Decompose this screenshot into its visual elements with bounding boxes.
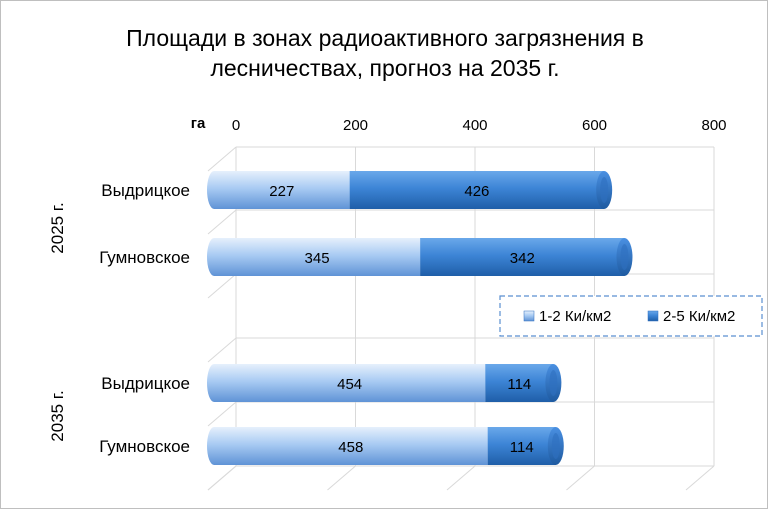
bar-segment bbox=[214, 427, 488, 465]
bar-end-cap-inner bbox=[600, 177, 609, 203]
bar-segment bbox=[485, 364, 554, 402]
bar-segment bbox=[420, 238, 625, 276]
bar-segment bbox=[214, 171, 350, 209]
bar-start-cap bbox=[207, 364, 221, 402]
grid-floor-edge bbox=[566, 465, 595, 491]
bar-segment bbox=[214, 364, 486, 402]
bar-segment bbox=[349, 171, 605, 209]
bar-end-cap-inner bbox=[549, 370, 558, 396]
category-label: Гумновское bbox=[99, 248, 190, 267]
bar-start-cap bbox=[207, 171, 221, 209]
bar-start-cap bbox=[207, 238, 221, 276]
grid-side-edge bbox=[207, 209, 237, 235]
group-label: 2035 г. bbox=[48, 390, 67, 441]
legend-box bbox=[499, 295, 763, 337]
x-tick-label: 400 bbox=[462, 117, 487, 134]
x-unit-label: га bbox=[191, 115, 206, 132]
data-label: 458 bbox=[338, 439, 363, 456]
x-tick-label: 200 bbox=[343, 117, 368, 134]
grid-side-edge bbox=[207, 146, 237, 172]
legend-label: 1-2 Ки/км2 bbox=[539, 308, 611, 325]
data-label: 114 bbox=[507, 376, 531, 393]
data-label: 454 bbox=[337, 376, 362, 393]
data-label: 227 bbox=[269, 183, 294, 200]
legend-swatch bbox=[647, 310, 659, 322]
x-tick-label: 0 bbox=[232, 117, 240, 134]
chart-title-line-1: Площади в зонах радиоактивного загрязнен… bbox=[126, 25, 644, 51]
data-label: 426 bbox=[464, 183, 489, 200]
x-tick-label: 800 bbox=[701, 117, 726, 134]
chart-title-line-2: лесничествах, прогноз на 2035 г. bbox=[210, 55, 560, 81]
bar-segment bbox=[214, 238, 421, 276]
chart-title: Площади в зонах радиоактивного загрязнен… bbox=[41, 23, 729, 83]
grid-side-edge bbox=[207, 337, 237, 363]
grid-side-edge bbox=[207, 401, 237, 427]
data-label: 114 bbox=[510, 439, 534, 456]
grid-floor-edge bbox=[685, 465, 715, 491]
bar-segment bbox=[487, 427, 556, 465]
bar-end-cap-inner bbox=[620, 244, 629, 270]
grid-floor-edge bbox=[327, 465, 356, 491]
x-tick-label: 600 bbox=[582, 117, 607, 134]
grid-floor-edge bbox=[446, 465, 476, 491]
grid-side-edge bbox=[207, 273, 237, 299]
category-label: Гумновское bbox=[99, 437, 190, 456]
legend-swatch bbox=[523, 310, 535, 322]
category-label: Выдрицкое bbox=[101, 374, 190, 393]
group-label: 2025 г. bbox=[48, 202, 67, 253]
legend-label: 2-5 Ки/км2 bbox=[663, 308, 735, 325]
bar-start-cap bbox=[207, 427, 221, 465]
data-label: 342 bbox=[510, 250, 535, 267]
data-label: 345 bbox=[305, 250, 330, 267]
category-label: Выдрицкое bbox=[101, 181, 190, 200]
bar-end-cap-inner bbox=[551, 433, 560, 459]
grid-side-edge bbox=[207, 465, 237, 491]
